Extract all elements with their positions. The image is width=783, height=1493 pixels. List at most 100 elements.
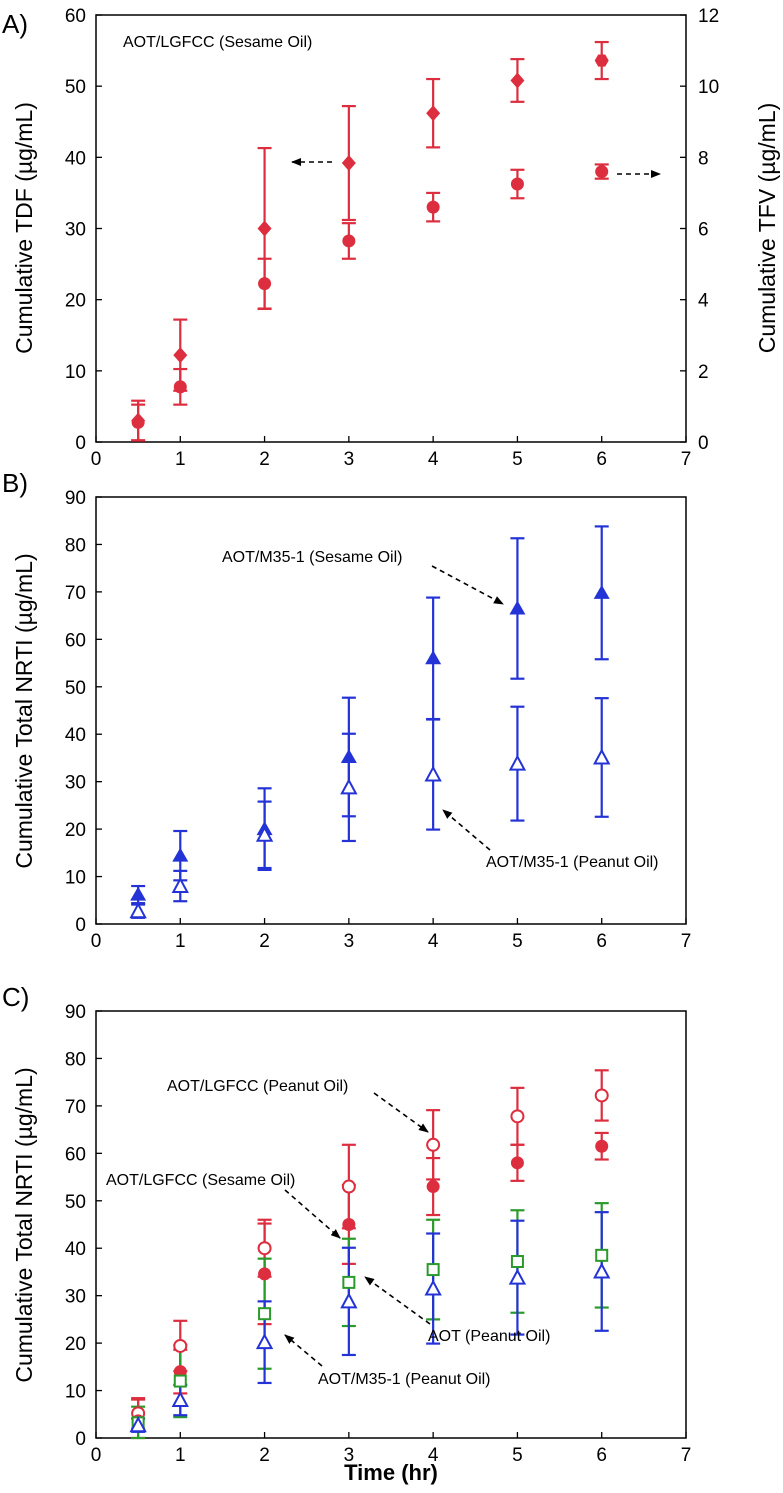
data-point-tfv xyxy=(131,415,145,429)
data-point-tdf xyxy=(510,72,525,89)
y-tick-label: 10 xyxy=(65,868,86,889)
x-tick-label: 5 xyxy=(512,931,523,952)
plot-frame-b xyxy=(95,496,687,925)
y-tick-label: 90 xyxy=(65,1002,86,1023)
data-point-aot-m35-1-sesame-oil xyxy=(593,584,610,599)
data-point-aot-lgfcc-sesame-oil xyxy=(426,1180,440,1194)
x-tick-label: 1 xyxy=(175,449,186,470)
y-tick-label: 90 xyxy=(65,488,86,509)
plot-frame-c xyxy=(95,1010,687,1439)
data-point-aot-m35-1-peanut-oil xyxy=(508,754,527,771)
data-point-aot-peanut-oil xyxy=(342,1275,356,1289)
x-tick-label: 0 xyxy=(91,449,102,470)
data-point-tfv xyxy=(173,380,187,394)
annotation-c-m35-peanut: AOT/M35-1 (Peanut Oil) xyxy=(318,1371,491,1388)
x-tick-label: 6 xyxy=(596,449,607,470)
y-tick-label: 50 xyxy=(65,678,86,699)
y-tick-label: 40 xyxy=(65,148,86,169)
y2-tick-label: 10 xyxy=(698,77,719,98)
y-axis-title-c: Cumulative Total NRTI (µg/mL) xyxy=(11,1067,37,1382)
data-point-tfv xyxy=(258,277,272,291)
data-point-aot-m35-1-peanut-oil xyxy=(255,825,274,842)
panel-label-a: A) xyxy=(2,9,28,39)
annotation-c-lgfcc-sesame: AOT/LGFCC (Sesame Oil) xyxy=(106,1172,295,1189)
data-point-aot-peanut-oil xyxy=(595,1248,609,1262)
data-point-aot-m35-1-sesame-oil xyxy=(425,650,442,665)
data-point-aot-m35-1-peanut-oil xyxy=(340,1292,358,1309)
annotation-b-peanut: AOT/M35-1 (Peanut Oil) xyxy=(486,854,659,871)
data-point-aot-m35-1-peanut-oil xyxy=(171,876,189,894)
y-tick-label: 60 xyxy=(65,6,86,27)
y2-tick-label: 8 xyxy=(698,148,709,169)
x-tick-label: 2 xyxy=(259,449,270,470)
y2-tick-label: 4 xyxy=(698,291,709,312)
arrow-b-sesame xyxy=(431,565,504,605)
y-tick-label: 30 xyxy=(65,773,86,794)
data-point-tfv xyxy=(595,165,609,179)
annotation-b-sesame: AOT/M35-1 (Sesame Oil) xyxy=(222,549,402,566)
annotation-c-lgfcc-peanut: AOT/LGFCC (Peanut Oil) xyxy=(167,1078,348,1095)
data-point-aot-peanut-oil xyxy=(258,1307,272,1321)
x-tick-label: 6 xyxy=(596,931,607,952)
y-tick-label: 30 xyxy=(65,220,86,241)
x-tick-label: 3 xyxy=(344,449,355,470)
y-tick-label: 50 xyxy=(65,77,86,98)
y-tick-label: 50 xyxy=(65,1192,86,1213)
data-point-tdf xyxy=(341,155,356,172)
data-point-aot-peanut-oil xyxy=(510,1255,524,1269)
data-point-aot-lgfcc-sesame-oil xyxy=(510,1156,524,1170)
data-point-aot-m35-1-sesame-oil xyxy=(340,748,357,763)
y-tick-label: 30 xyxy=(65,1287,86,1308)
x-tick-label: 4 xyxy=(428,931,439,952)
y-tick-label: 60 xyxy=(65,1144,86,1165)
data-point-tdf xyxy=(426,105,441,122)
data-point-aot-lgfcc-peanut-oil xyxy=(341,1179,356,1194)
y2-tick-label: 2 xyxy=(698,362,709,383)
data-point-tfv xyxy=(510,177,524,191)
arrow-c-lgfcc-sesame xyxy=(284,1189,341,1239)
x-tick-label: 3 xyxy=(344,931,355,952)
x-tick-label: 7 xyxy=(681,931,692,952)
data-point-tfv xyxy=(426,200,440,214)
y2-tick-label: 0 xyxy=(698,433,709,454)
data-point-aot-m35-1-peanut-oil xyxy=(171,1390,189,1408)
data-point-aot-m35-1-peanut-oil xyxy=(424,1279,442,1296)
x-tick-label: 2 xyxy=(259,931,270,952)
y-tick-label: 40 xyxy=(65,725,86,746)
panel-a-title: AOT/LGFCC (Sesame Oil) xyxy=(123,34,312,51)
y-tick-label: 0 xyxy=(75,1429,86,1450)
x-tick-label: 4 xyxy=(428,449,439,470)
data-point-aot-peanut-oil xyxy=(173,1374,187,1388)
data-point-aot-lgfcc-peanut-oil xyxy=(426,1137,441,1152)
x-tick-label: 1 xyxy=(175,931,186,952)
data-point-tdf xyxy=(257,220,272,237)
x-tick-label: 1 xyxy=(175,1445,186,1466)
y-tick-label: 0 xyxy=(75,915,86,936)
y2-axis-title-a: Cumulative TFV (µg/mL) xyxy=(754,103,780,354)
y2-tick-label: 6 xyxy=(698,220,709,241)
arrow-b-peanut xyxy=(442,809,491,851)
y-axis-title-b: Cumulative Total NRTI (µg/mL) xyxy=(11,553,37,868)
arrow-c-m35-peanut xyxy=(284,1334,323,1367)
arrow-c-aot-peanut xyxy=(364,1276,431,1325)
data-point-aot-m35-1-peanut-oil xyxy=(424,765,442,782)
data-point-aot-lgfcc-peanut-oil xyxy=(594,1088,609,1103)
y-tick-label: 20 xyxy=(65,1334,86,1355)
data-point-aot-m35-1-sesame-oil xyxy=(172,847,189,862)
panel-label-b: B) xyxy=(2,468,28,498)
x-tick-label: 2 xyxy=(259,1445,270,1466)
data-point-aot-peanut-oil xyxy=(426,1263,440,1277)
data-point-aot-m35-1-peanut-oil xyxy=(129,1416,147,1433)
data-point-tdf xyxy=(173,347,188,364)
data-point-aot-m35-1-peanut-oil xyxy=(340,778,358,795)
arrow-c-lgfcc-peanut xyxy=(373,1092,429,1133)
y-tick-label: 80 xyxy=(65,535,86,556)
x-tick-label: 4 xyxy=(428,1445,439,1466)
panel-b: B) Cumulative Total NRTI (µg/mL) 0 1 2 3 4 5 6… xyxy=(2,468,691,952)
y-tick-label: 40 xyxy=(65,1239,86,1260)
x-tick-label: 7 xyxy=(681,1445,692,1466)
data-point-aot-m35-1-peanut-oil xyxy=(508,1268,527,1285)
y-tick-label: 10 xyxy=(65,362,86,383)
panel-c: C) Cumulative Total NRTI (µg/mL) 0 1 2 3 4 5 6… xyxy=(2,982,691,1485)
y-axis-title-a: Cumulative TDF (µg/mL) xyxy=(11,102,37,354)
